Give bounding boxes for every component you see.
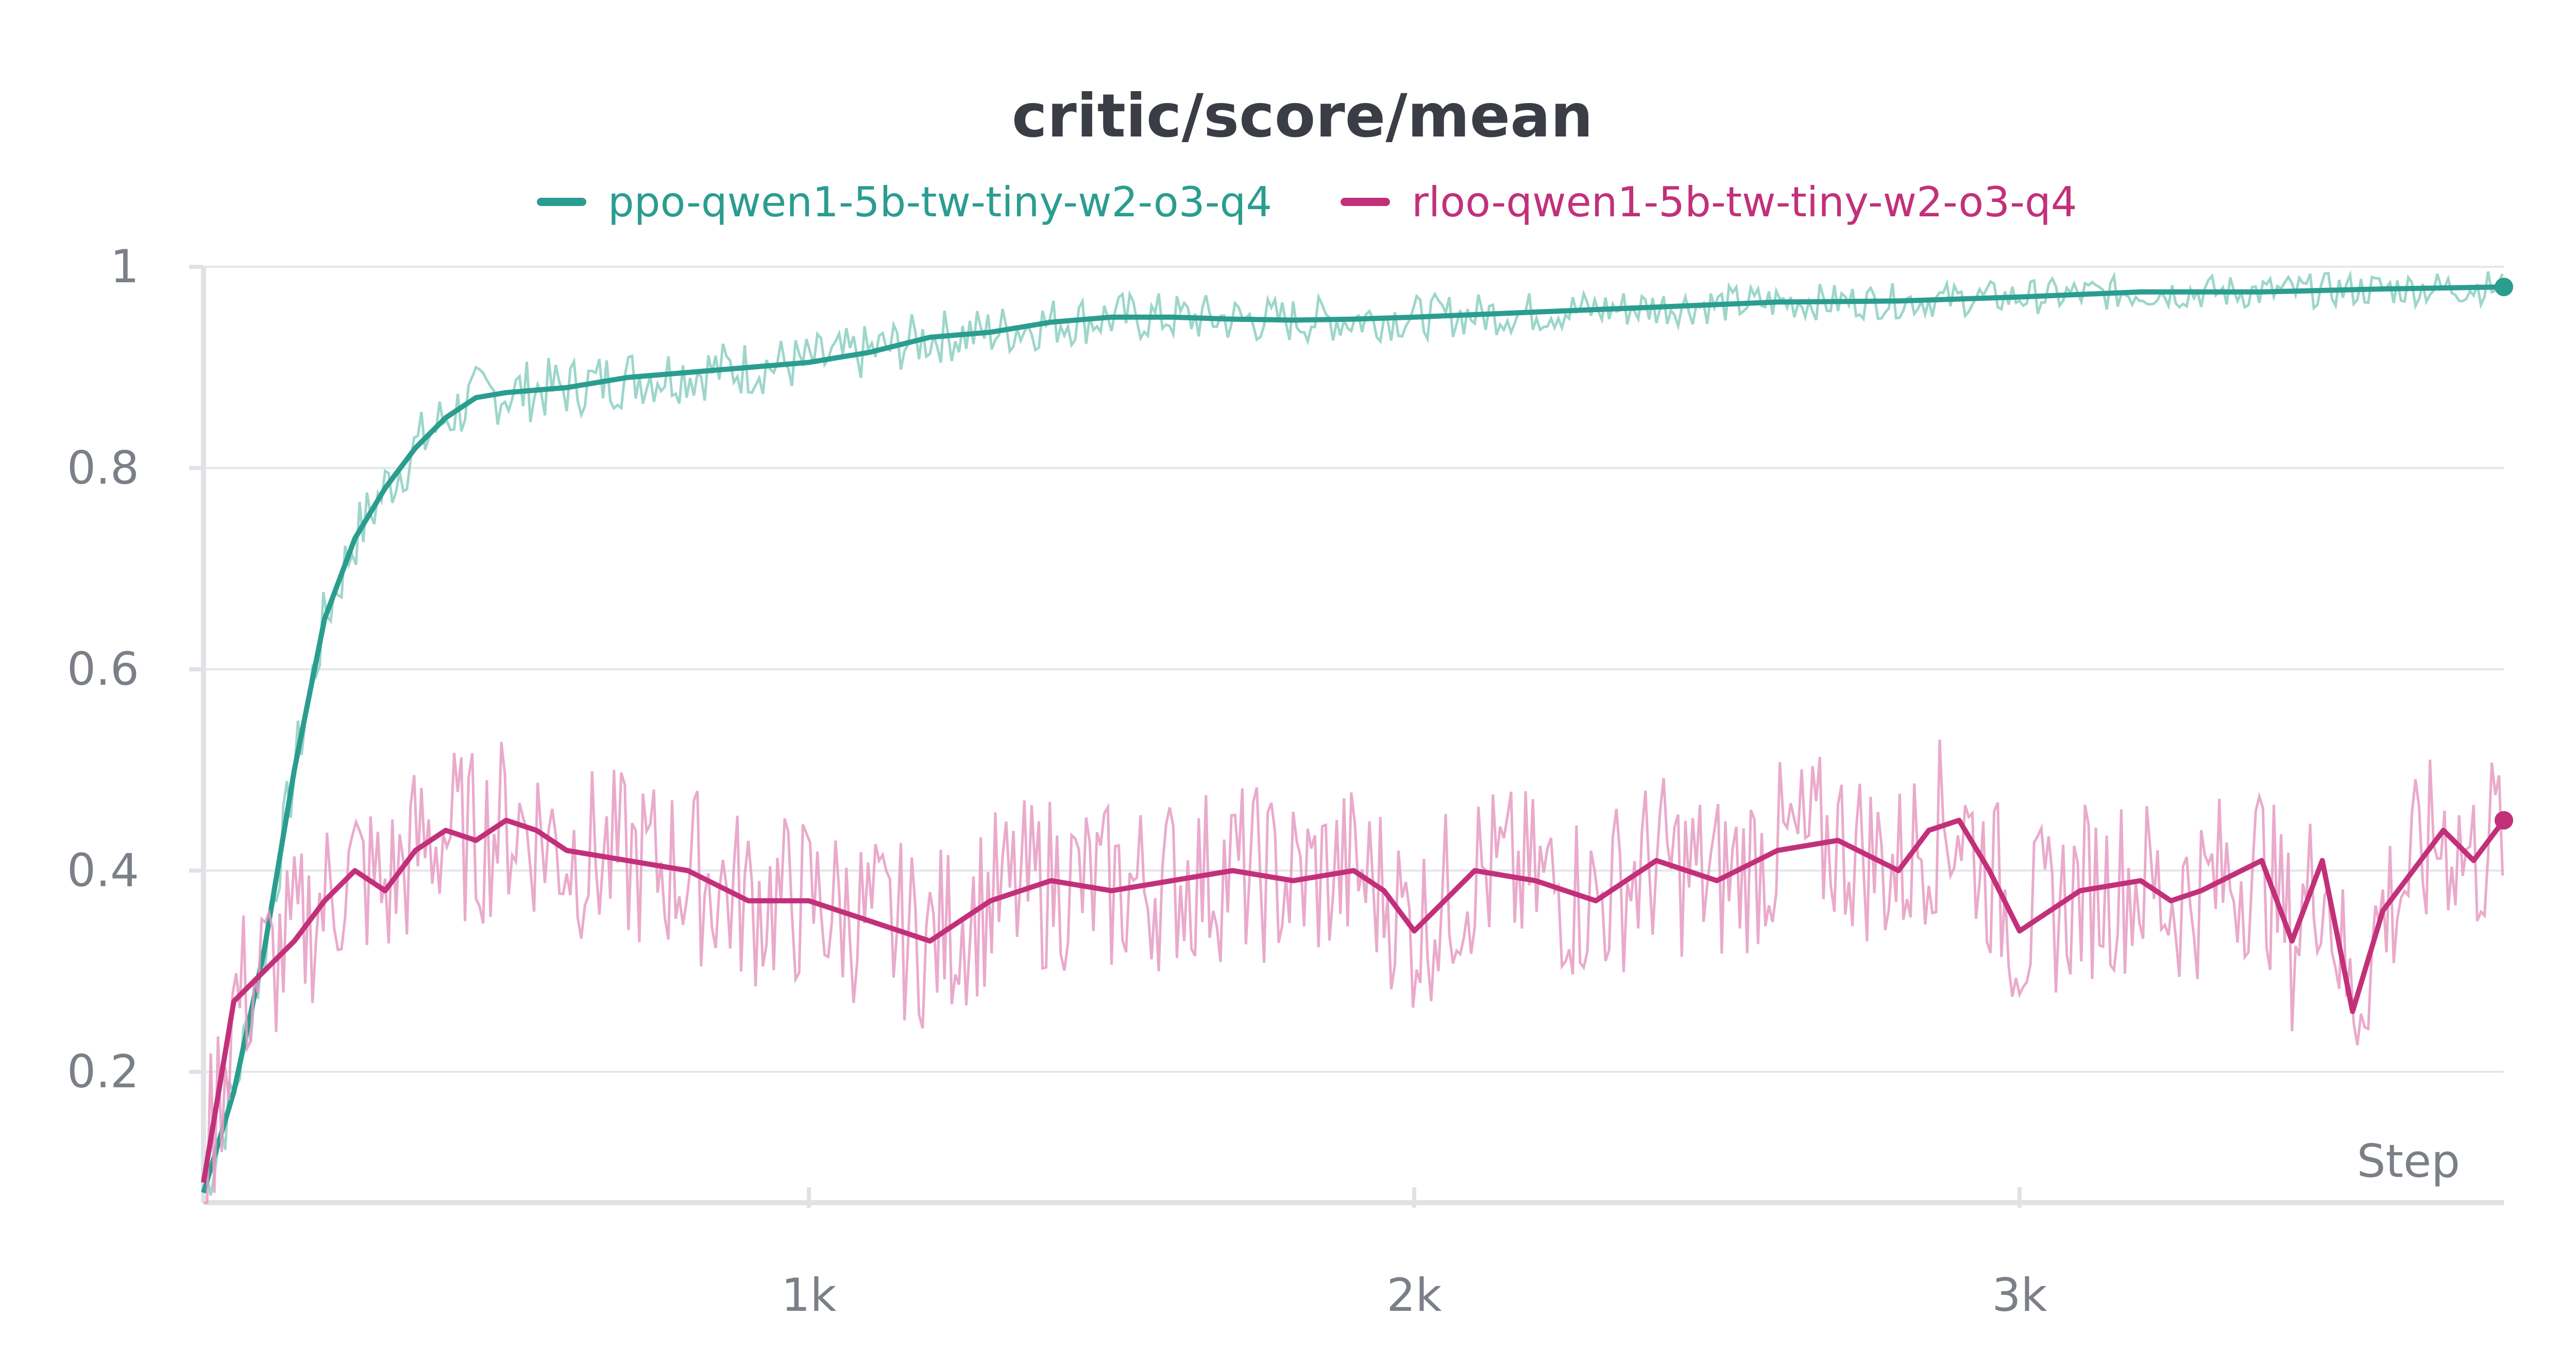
x-tick-label: 2k [1387,1269,1442,1322]
series-raw-line [202,270,2504,1196]
series-line[interactable] [201,284,2504,1193]
legend-item[interactable]: ppo-qwen1-5b-tw-tiny-w2-o3-q4 [537,178,1272,226]
series-layer [201,270,2513,1204]
axes [201,267,2504,1205]
y-tick-label: 0.4 [67,844,139,897]
chart-title: critic/score/mean [1012,81,1593,151]
y-tick-label: 0.8 [67,441,139,494]
x-tick-label: 3k [1992,1269,2047,1322]
x-axis-ticks: 1k 2k 3k [782,1187,2047,1322]
y-tick-label: 0.6 [67,643,139,696]
legend-item[interactable]: rloo-qwen1-5b-tw-tiny-w2-o3-q4 [1341,178,2077,226]
series-end-point [2495,811,2513,830]
series-end-point [2495,278,2513,297]
x-tick-label: 1k [782,1269,837,1322]
series-raw-line [204,739,2504,1204]
x-axis-label: Step [2357,1135,2460,1188]
y-axis-ticks: 0.2 0.4 0.6 0.8 1 [67,240,204,1098]
series-line[interactable] [201,817,2506,1183]
y-tick-label: 1 [110,240,139,293]
legend-label: rloo-qwen1-5b-tw-tiny-w2-o3-q4 [1412,178,2077,226]
y-tick-label: 0.2 [67,1045,139,1098]
grid-lines [204,266,2504,1073]
legend-label: ppo-qwen1-5b-tw-tiny-w2-o3-q4 [608,178,1272,226]
legend: ppo-qwen1-5b-tw-tiny-w2-o3-q4 rloo-qwen1-… [537,178,2077,226]
